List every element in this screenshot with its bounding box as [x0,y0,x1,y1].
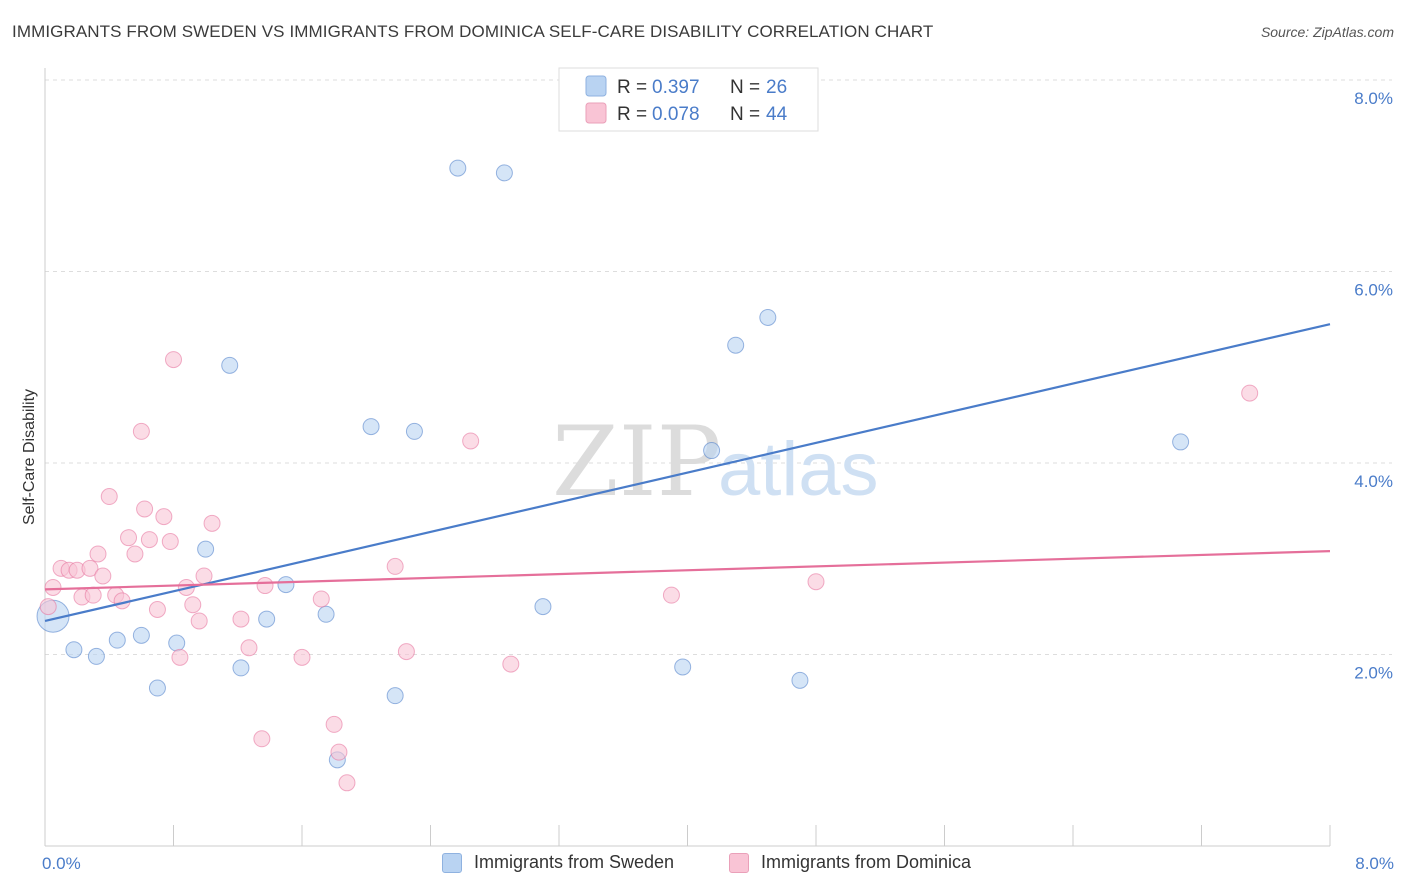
point-dominica-40 [502,655,520,673]
point-dominica-13 [120,529,138,547]
y-tick-label-2: 6.0% [1354,281,1393,300]
watermark-zip: ZIP [552,406,721,518]
x-tick-label-max: 8.0% [1355,854,1394,873]
chart-title: IMMIGRANTS FROM SWEDEN VS IMMIGRANTS FRO… [12,22,934,41]
y-tick-label-0: 2.0% [1354,664,1393,683]
point-dominica-8 [89,545,107,563]
point-dominica-39 [462,432,480,450]
y-tick-label-1: 4.0% [1354,472,1393,491]
legend-label-sweden: Immigrants from Sweden [474,852,675,872]
point-dominica-15 [132,422,150,440]
point-dominica-36 [338,774,356,792]
point-sweden-5 [148,679,166,697]
legend-n-label-dominica: N = [730,104,760,125]
point-dominica-24 [184,596,202,614]
point-dominica-38 [397,643,415,661]
point-dominica-18 [148,600,166,618]
point-dominica-30 [253,730,271,748]
grid-lines [45,79,1392,655]
point-sweden-20 [674,658,692,676]
point-dominica-7 [84,586,102,604]
point-sweden-9 [232,659,250,677]
legend-r-value-sweden: 0.397 [652,77,700,98]
point-dominica-42 [807,573,825,591]
point-sweden-18 [495,164,513,182]
point-dominica-34 [325,715,343,733]
trend-line-dominica [44,549,1331,591]
point-sweden-16 [405,422,423,440]
y-tick-labels: 2.0% 4.0% 6.0% 8.0% [1354,89,1393,683]
point-sweden-23 [759,308,777,326]
source-label: Source: ZipAtlas.com [1260,24,1394,40]
point-sweden-19 [534,598,552,616]
point-dominica-32 [293,648,311,666]
watermark: ZIP atlas [552,406,879,518]
point-sweden-2 [87,647,105,665]
point-dominica-10 [100,488,118,506]
legend-r-label-dominica: R = [617,104,647,125]
point-dominica-27 [203,514,221,532]
point-dominica-31 [256,577,274,595]
point-sweden-24 [791,671,809,689]
x-tick-label-min: 0.0% [42,854,81,873]
point-dominica-20 [161,533,179,551]
point-dominica-0 [39,598,57,616]
legend-swatch-dominica-bottom [729,852,749,873]
point-sweden-4 [132,626,150,644]
point-sweden-6 [168,634,186,652]
point-dominica-14 [126,545,144,563]
point-sweden-25 [1172,433,1190,451]
trend-line-sweden [44,323,1331,623]
legend-r-label-sweden: R = [617,77,647,98]
legend-item-sweden[interactable]: Immigrants from Sweden [442,852,674,873]
point-dominica-19 [155,508,173,526]
point-dominica-37 [386,557,404,575]
y-tick-label-3: 8.0% [1354,89,1393,108]
point-dominica-26 [195,567,213,585]
watermark-atlas: atlas [718,427,879,512]
point-dominica-28 [232,610,250,628]
point-dominica-25 [190,612,208,630]
point-dominica-41 [662,586,680,604]
data-points [36,159,1259,792]
point-sweden-14 [362,418,380,436]
point-dominica-16 [136,500,154,518]
point-sweden-11 [277,576,295,594]
point-dominica-43 [1241,384,1259,402]
trend-lines [44,323,1331,623]
legend-item-dominica[interactable]: Immigrants from Dominica [729,852,971,873]
point-dominica-1 [44,578,62,596]
legend-n-label-sweden: N = [730,77,760,98]
point-dominica-29 [240,639,258,657]
point-dominica-9 [94,567,112,585]
legend-swatch-dominica [585,102,607,124]
point-sweden-22 [727,336,745,354]
point-dominica-21 [165,351,182,369]
stats-legend: R = 0.397 N = 26 R = 0.078 N = 44 [558,67,819,132]
y-axis-label: Self-Care Disability [21,389,38,525]
legend-swatch-sweden-bottom [442,852,462,873]
point-sweden-17 [449,159,467,177]
legend-label-dominica: Immigrants from Dominica [761,852,972,872]
point-dominica-17 [140,531,158,549]
point-sweden-21 [703,442,721,460]
point-sweden-12 [317,605,335,623]
point-dominica-22 [171,648,189,666]
point-sweden-3 [108,631,126,649]
legend-swatch-sweden [585,75,607,97]
point-sweden-7 [197,540,215,558]
x-axis-ticks [44,825,1331,846]
legend-n-value-dominica: 44 [766,104,788,125]
legend-n-value-sweden: 26 [766,77,787,98]
point-sweden-15 [386,687,404,705]
legend-r-value-dominica: 0.078 [652,104,700,125]
point-sweden-10 [258,610,276,628]
point-dominica-35 [330,743,348,761]
point-dominica-33 [312,590,330,608]
point-sweden-8 [221,356,239,374]
point-dominica-6 [81,559,99,577]
point-sweden-1 [65,641,83,659]
